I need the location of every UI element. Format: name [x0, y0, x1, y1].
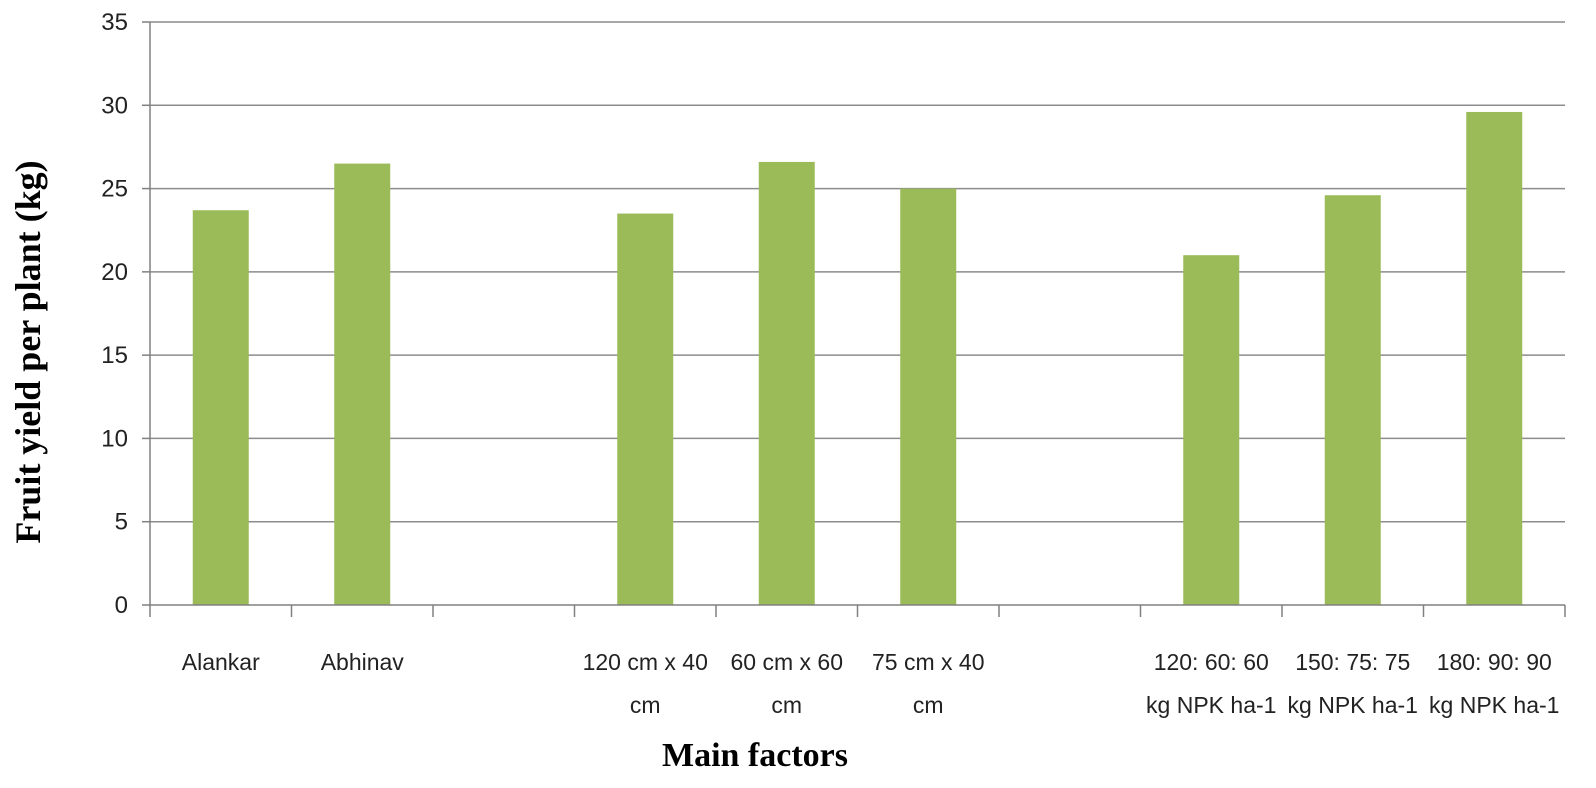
x-tick-label: Abhinav: [321, 649, 405, 675]
y-tick-label: 25: [101, 176, 128, 203]
x-tick-label: kg NPK ha-1: [1429, 692, 1559, 718]
y-axis-title: Fruit yield per plant (kg): [8, 160, 48, 543]
x-tick-label: cm: [913, 692, 944, 718]
x-tick-label: 75 cm x 40: [872, 649, 985, 675]
x-tick-label: 180: 90: 90: [1437, 649, 1552, 675]
bar: [900, 188, 957, 606]
x-tick-label: 120: 60: 60: [1154, 649, 1269, 675]
bar: [1466, 111, 1523, 605]
x-tick-label: cm: [771, 692, 802, 718]
x-tick-label: kg NPK ha-1: [1146, 692, 1276, 718]
bar: [1183, 255, 1240, 605]
bar: [192, 210, 249, 605]
x-tick-label: 120 cm x 40: [583, 649, 708, 675]
y-tick-label: 15: [101, 342, 128, 369]
y-tick-label: 20: [101, 259, 128, 286]
x-tick-label: kg NPK ha-1: [1288, 692, 1418, 718]
x-tick-label: 60 cm x 60: [731, 649, 844, 675]
bar: [617, 213, 674, 606]
y-tick-label: 10: [101, 425, 128, 452]
x-tick-label: Alankar: [182, 649, 260, 675]
tick-labels: 0 5 10 15 20 25 30 35: [101, 9, 128, 619]
bar: [1324, 195, 1381, 605]
y-tick-label: 5: [115, 509, 128, 536]
y-tick-label: 0: [115, 592, 128, 619]
category-labels: Alankar Abhinav 120 cm x 40 cm 60 cm x 60 cm 7…: [182, 649, 1560, 718]
x-tick-label: 150: 75: 75: [1295, 649, 1410, 675]
axes: [149, 22, 1565, 606]
x-axis-title: Main factors: [662, 737, 848, 774]
y-tick-label: 35: [101, 9, 128, 36]
x-tick-label: cm: [630, 692, 661, 718]
bar: [758, 161, 815, 606]
y-tick-label: 30: [101, 92, 128, 119]
bars: [149, 111, 1566, 617]
bar: [334, 163, 391, 606]
